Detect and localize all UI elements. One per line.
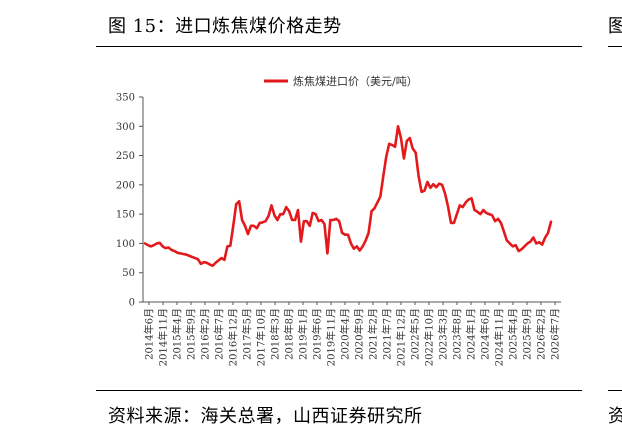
x-tick-label: 2016年12月 <box>227 308 240 366</box>
next-figure-top-rule <box>608 46 622 47</box>
y-tick-label: 200 <box>116 180 135 191</box>
series-line <box>143 124 553 267</box>
x-tick-label: 2014年11月 <box>157 308 170 366</box>
x-tick-label: 2023年8月 <box>451 308 464 360</box>
y-tick-label: 300 <box>116 122 135 133</box>
x-tick-label: 2024年11月 <box>493 308 506 366</box>
legend: 炼焦煤进口价（美元/吨） <box>264 74 418 88</box>
y-tick-label: 150 <box>116 210 135 221</box>
y-tick-label: 100 <box>116 239 135 250</box>
x-tick-label: 2021年12月 <box>395 308 408 366</box>
x-tick-label: 2019年6月 <box>311 308 324 360</box>
x-tick-label: 2015年4月 <box>171 308 184 360</box>
x-tick-label: 2018年3月 <box>269 308 282 360</box>
x-tick-label: 2025年4月 <box>507 308 520 360</box>
x-tick-label: 2021年2月 <box>367 308 380 360</box>
x-tick-label: 2015年9月 <box>185 308 198 360</box>
y-tick-label: 350 <box>116 93 135 104</box>
y-tick-label: 250 <box>116 151 135 162</box>
top-rule <box>96 46 582 47</box>
x-tick-label: 2020年4月 <box>339 308 352 360</box>
x-tick-label: 2026年2月 <box>535 308 548 360</box>
x-tick-label: 2019年11月 <box>325 308 338 366</box>
source-note: 资料来源：海关总署，山西证券研究所 <box>108 406 423 427</box>
x-tick-label: 2024年6月 <box>479 308 492 360</box>
next-figure-title-fragment: 图 <box>608 16 622 37</box>
x-tick-label: 2022年5月 <box>409 308 422 360</box>
x-tick-label: 2022年10月 <box>423 308 436 366</box>
x-tick-label: 2014年6月 <box>143 308 156 360</box>
x-tick-label: 2019年1月 <box>297 308 310 360</box>
x-tick-label: 2020年9月 <box>353 308 366 360</box>
x-tick-label: 2024年1月 <box>465 308 478 360</box>
legend-label: 炼焦煤进口价（美元/吨） <box>293 74 418 88</box>
x-tick-label: 2016年2月 <box>199 308 212 360</box>
x-tick-label: 2016年7月 <box>213 308 226 360</box>
x-tick-label: 2021年7月 <box>381 308 394 360</box>
y-tick-label: 0 <box>129 298 135 309</box>
next-figure-bottom-rule <box>608 390 622 391</box>
x-tick-label: 2017年5月 <box>241 308 254 360</box>
x-tick-label: 2025年9月 <box>521 308 534 360</box>
figure-title: 图 15：进口炼焦煤价格走势 <box>108 16 342 37</box>
line-chart: 炼焦煤进口价（美元/吨） 0 50 100 150 200 250 300 350 2014年6… <box>116 74 562 366</box>
x-tick-label: 2026年7月 <box>549 308 562 360</box>
x-tick-label: 2018年8月 <box>283 308 296 360</box>
next-figure-source-fragment: 资 <box>608 406 622 427</box>
bottom-rule <box>96 390 582 391</box>
x-tick-label: 2023年3月 <box>437 308 450 360</box>
x-tick-label: 2017年10月 <box>255 308 268 366</box>
y-tick-label: 50 <box>122 268 135 279</box>
